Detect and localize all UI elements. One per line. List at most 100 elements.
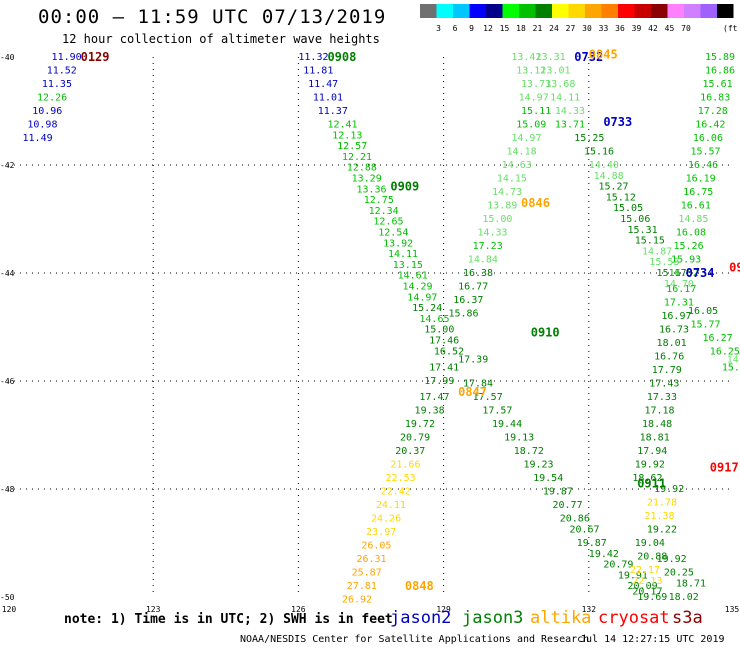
swh-value: 19.92 — [635, 460, 665, 471]
latitude-label: -50 — [0, 593, 15, 602]
timestamp: Jul 14 12:27:15 UTC 2019 — [580, 634, 725, 645]
swh-value: 19.13 — [504, 433, 534, 444]
scale-swatch — [634, 4, 651, 18]
scale-swatch — [601, 4, 618, 18]
swh-value: 15.93 — [671, 255, 701, 266]
swh-value: 15.86 — [448, 309, 478, 320]
latitude-label: -44 — [0, 269, 15, 278]
swh-value: 16.19 — [686, 174, 716, 185]
swh-value: 12.88 — [347, 163, 377, 174]
swh-value: 17.33 — [647, 392, 677, 403]
swh-value: 14.84 — [468, 255, 498, 266]
scale-tick-label: 42 — [648, 24, 658, 33]
swh-value: 16.42 — [695, 120, 725, 131]
swh-value: 16.61 — [681, 201, 711, 212]
scale-tick-label: 30 — [582, 24, 592, 33]
swh-value: 16.52 — [669, 268, 699, 279]
swh-value: 19.91 — [618, 570, 648, 581]
swh-value: 22.53 — [386, 473, 416, 484]
swh-value: 17.84 — [463, 379, 493, 390]
swh-value: 13.01 — [540, 66, 570, 77]
swh-value: 19.44 — [492, 419, 522, 430]
swh-value: 15.89 — [705, 52, 735, 63]
swh-value: 14.65 — [419, 314, 449, 325]
latitude-label: -48 — [0, 485, 15, 494]
swh-value: 13.29 — [352, 174, 382, 185]
swh-value: 14.40 — [589, 160, 619, 171]
swh-value: 16.97 — [661, 311, 691, 322]
swh-value: 16.06 — [693, 133, 723, 144]
swh-value: 16.52 — [434, 346, 464, 357]
swh-value: 13.68 — [545, 79, 575, 90]
scale-swatch — [684, 4, 701, 18]
swh-value: 16.83 — [700, 93, 730, 104]
swh-value: 19.87 — [577, 538, 607, 549]
swh-value: 17.31 — [664, 298, 694, 309]
swh-value: 13.15 — [393, 260, 423, 271]
swh-value: 15.24 — [412, 303, 442, 314]
swh-value: 12.21 — [342, 152, 372, 163]
latitude-label: -40 — [0, 53, 15, 62]
swh-value: 19.23 — [523, 460, 553, 471]
scale-swatch — [420, 4, 437, 18]
swh-value: 18.72 — [514, 446, 544, 457]
swh-value: 14.97 — [519, 93, 549, 104]
swh-value: 14.11 — [388, 249, 418, 260]
longitude-label: 135 — [725, 605, 740, 614]
pass-time-label: 0848 — [405, 579, 434, 593]
swh-value: 18.01 — [657, 338, 687, 349]
swh-value: 19.38 — [415, 406, 445, 417]
swh-value: 11.35 — [42, 79, 72, 90]
swh-value: 20.67 — [569, 525, 599, 536]
scale-swatch — [535, 4, 552, 18]
swh-value: 10.96 — [32, 106, 62, 117]
scale-tick-label: 45 — [665, 24, 675, 33]
swh-value: 14.11 — [550, 93, 580, 104]
swh-value: 14.88 — [594, 171, 624, 182]
pass-time-label: 0847 — [458, 385, 487, 399]
swh-value: 15.30 — [722, 363, 740, 374]
swh-value: 20.25 — [664, 568, 694, 579]
scale-tick-label: 18 — [516, 24, 526, 33]
scale-swatch — [585, 4, 602, 18]
swh-value: 16.25 — [710, 346, 740, 357]
swh-value: 13.42 — [511, 52, 541, 63]
scale-swatch — [568, 4, 585, 18]
scale-tick-label: 27 — [566, 24, 576, 33]
satellite-label-jason2: jason2 — [390, 608, 452, 628]
longitude-label: 120 — [2, 605, 17, 614]
swh-value: 18.71 — [676, 579, 706, 590]
pass-time-label: 0916 — [729, 261, 740, 275]
pass-time-label: 0846 — [521, 196, 550, 210]
swh-value: 17.41 — [429, 363, 459, 374]
scale-swatch — [651, 4, 668, 18]
scale-swatch — [436, 4, 453, 18]
swh-value: 20.79 — [603, 560, 633, 571]
swh-value: 12.54 — [378, 228, 408, 239]
swh-value: 17.57 — [482, 406, 512, 417]
scale-swatch — [667, 4, 684, 18]
swh-value: 19.54 — [533, 473, 563, 484]
scale-swatch — [502, 4, 519, 18]
swh-value: 11.90 — [52, 52, 82, 63]
swh-value: 11.49 — [23, 133, 53, 144]
swh-value: 19.87 — [543, 487, 573, 498]
swh-value: 18.48 — [642, 419, 672, 430]
swh-value: 12.13 — [332, 130, 362, 141]
scale-tick-label: 24 — [549, 24, 559, 33]
swh-value: 11.81 — [303, 66, 333, 77]
swh-value: 13.12 — [516, 66, 546, 77]
swh-value: 18.62 — [632, 473, 662, 484]
swh-value: 22.17 — [630, 565, 660, 576]
scale-swatch — [469, 4, 486, 18]
longitude-label: 126 — [291, 605, 306, 614]
pass-time-label: 0911 — [637, 477, 666, 491]
swh-value: 21.78 — [647, 498, 677, 509]
pass-time-label: 0910 — [531, 325, 560, 339]
swh-value: 24.26 — [371, 514, 401, 525]
pass-time-label: 0734 — [686, 266, 715, 280]
swh-value: 12.75 — [364, 195, 394, 206]
swh-value: 14.87 — [642, 246, 672, 257]
satellite-label-jason3: jason3 — [462, 608, 524, 628]
swh-value: 17.47 — [419, 392, 449, 403]
